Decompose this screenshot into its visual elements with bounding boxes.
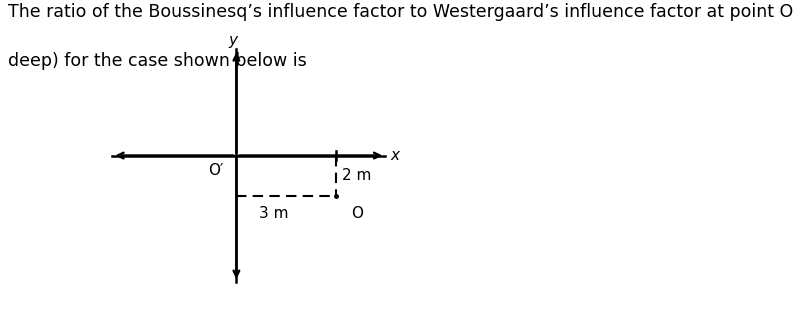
Text: x: x (390, 148, 399, 163)
Text: 3 m: 3 m (259, 206, 288, 221)
Text: y: y (229, 33, 238, 48)
Text: O: O (351, 206, 363, 221)
Text: 2 m: 2 m (342, 168, 371, 183)
Text: O′: O′ (209, 163, 224, 178)
Text: The ratio of the Boussinesq’s influence factor to Westergaard’s influence factor: The ratio of the Boussinesq’s influence … (8, 3, 800, 21)
Text: deep) for the case shown below is: deep) for the case shown below is (8, 52, 306, 71)
